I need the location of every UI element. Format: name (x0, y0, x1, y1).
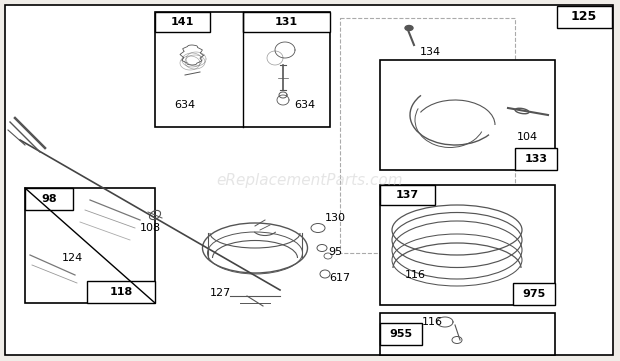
Text: 141: 141 (170, 17, 193, 27)
Bar (513, 283, 555, 305)
Bar (155, 12, 330, 127)
Bar (557, 6, 612, 28)
Text: 131: 131 (275, 17, 298, 27)
Bar (25, 188, 155, 303)
Text: 955: 955 (389, 329, 412, 339)
Text: 124: 124 (61, 253, 82, 263)
Text: 634: 634 (174, 100, 195, 110)
Bar (515, 148, 557, 170)
Text: 95: 95 (328, 247, 342, 257)
Text: 108: 108 (140, 223, 161, 233)
Text: 137: 137 (396, 190, 418, 200)
Text: 116: 116 (422, 317, 443, 327)
Bar (87, 281, 155, 303)
Bar (25, 188, 73, 210)
Bar (380, 323, 422, 345)
Text: 975: 975 (523, 289, 546, 299)
Text: eReplacementParts.com: eReplacementParts.com (216, 173, 404, 188)
Bar (380, 185, 555, 305)
Bar (155, 12, 210, 32)
Bar (243, 12, 330, 32)
Text: 125: 125 (571, 10, 597, 23)
Text: 118: 118 (109, 287, 133, 297)
Text: 98: 98 (41, 194, 57, 204)
Bar (380, 185, 435, 205)
Text: 104: 104 (516, 132, 538, 142)
Text: 127: 127 (210, 288, 231, 298)
Text: 617: 617 (329, 273, 350, 283)
Text: 130: 130 (324, 213, 345, 223)
Text: 134: 134 (420, 47, 441, 57)
Bar (380, 60, 555, 170)
Text: 634: 634 (294, 100, 316, 110)
Ellipse shape (405, 26, 413, 30)
Text: 133: 133 (525, 154, 547, 164)
Text: 116: 116 (404, 270, 425, 280)
Bar (380, 313, 555, 355)
Bar (340, 18, 515, 253)
